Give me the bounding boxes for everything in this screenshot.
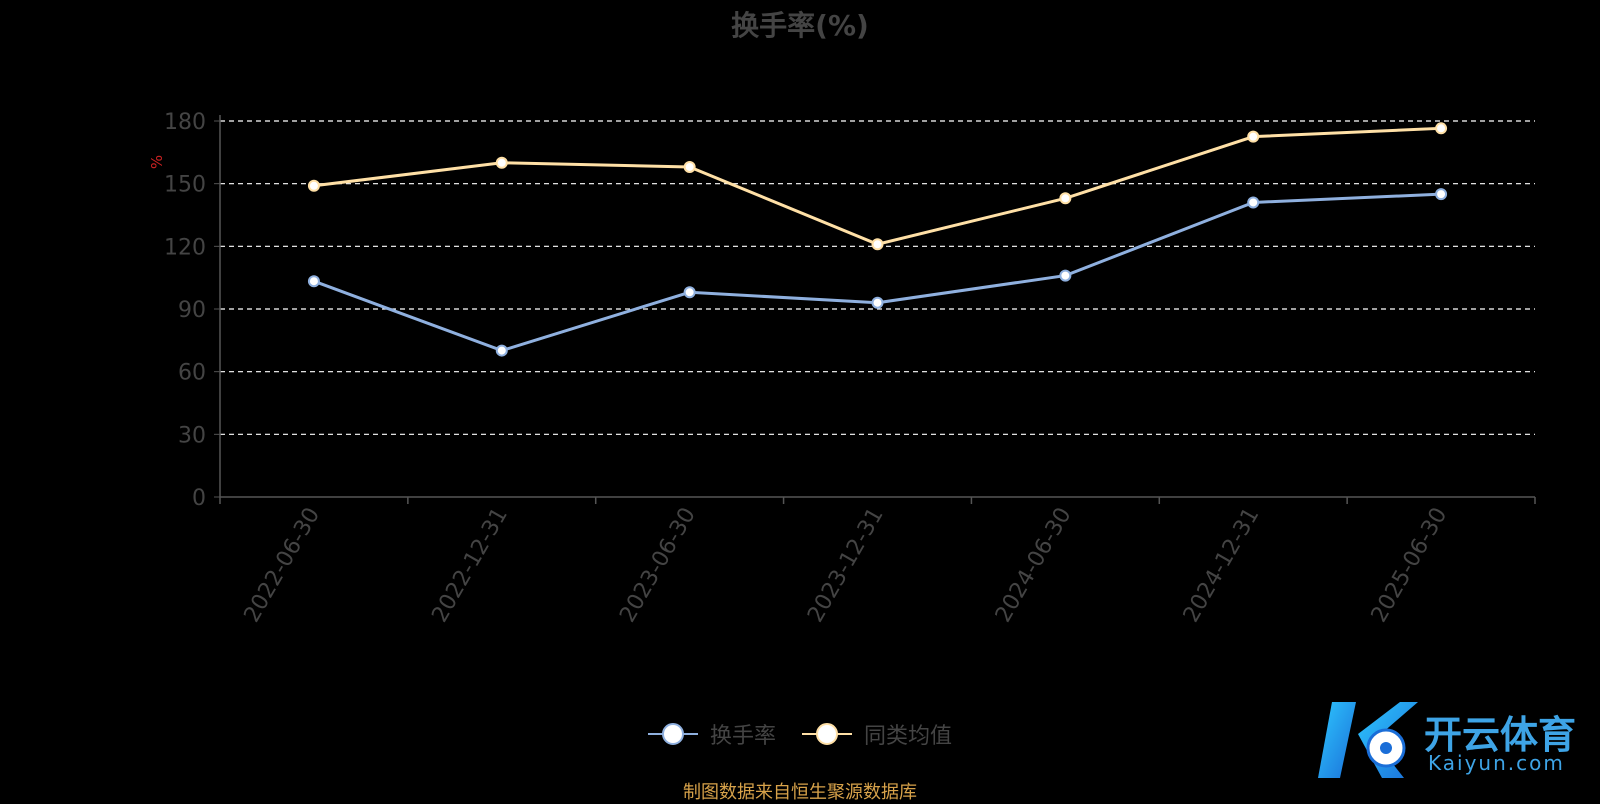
legend-item-series-1[interactable]: 同类均值 (802, 718, 952, 750)
x-tick-label: 2022-06-30 (240, 504, 326, 627)
series-line-1 (313, 126, 1442, 246)
y-tick-label: 120 (164, 235, 206, 260)
y-tick-label: 60 (178, 361, 206, 386)
legend: 换手率 同类均值 (0, 718, 1600, 750)
x-tick-label: 2023-06-30 (615, 504, 701, 627)
data-point (683, 160, 696, 173)
data-point (1059, 269, 1072, 282)
x-tick-label: 2024-12-31 (1179, 504, 1265, 627)
legend-label: 换手率 (709, 724, 776, 749)
data-point (683, 286, 696, 299)
data-point (871, 238, 884, 251)
data-point (1435, 188, 1448, 201)
data-point (871, 296, 884, 309)
watermark-site: Kaiyun.com (1428, 751, 1565, 775)
data-point (307, 275, 320, 288)
legend-item-series-0[interactable]: 换手率 (647, 718, 776, 750)
watermark-name: 开云体育 (1424, 713, 1577, 757)
data-source-note: 制图数据来自恒生聚源数据库 (683, 782, 917, 803)
x-tick-label: 2022-12-31 (427, 504, 513, 627)
watermark-logo: 开云体育 Kaiyun.com (1314, 696, 1584, 784)
legend-marker-icon (802, 723, 852, 745)
data-point (1247, 130, 1260, 143)
y-tick-label: 150 (164, 173, 206, 198)
y-tick-label: 30 (178, 423, 206, 448)
data-point (1247, 196, 1260, 209)
chart-title: 换手率(%) (731, 9, 869, 42)
data-point (495, 156, 508, 169)
y-tick-label: 0 (192, 486, 206, 511)
series-line-0 (313, 192, 1442, 353)
legend-label: 同类均值 (864, 724, 953, 749)
kaiyun-logo-icon (1318, 702, 1418, 778)
y-tick-label: 180 (164, 110, 206, 135)
data-point (495, 344, 508, 357)
x-tick-label: 2024-06-30 (991, 504, 1077, 627)
x-tick-label: 2023-12-31 (803, 504, 889, 627)
data-point (1059, 192, 1072, 205)
x-tick-label: 2025-06-30 (1367, 504, 1453, 627)
legend-marker-icon (647, 723, 698, 745)
y-tick-label: 90 (178, 298, 206, 323)
data-point (307, 179, 320, 192)
y-axis-label: % (148, 155, 166, 169)
data-point (1435, 122, 1448, 135)
